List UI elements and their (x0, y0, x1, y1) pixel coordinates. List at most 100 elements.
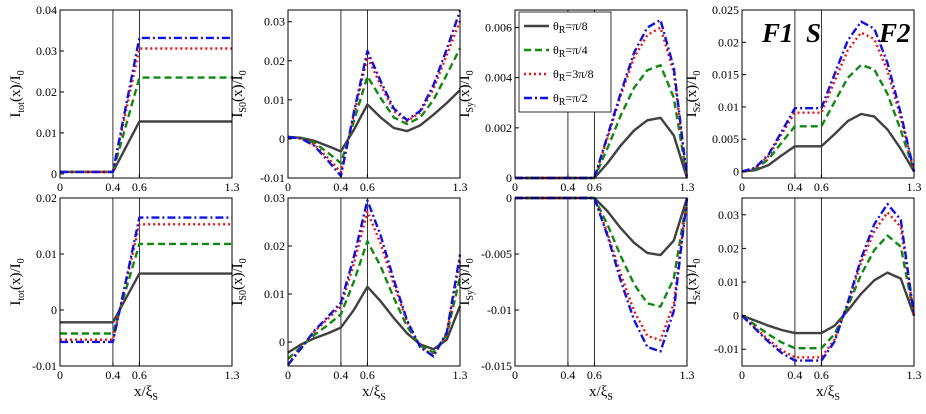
plot-frame (59, 197, 233, 367)
x-tick-label: 0.4 (333, 368, 348, 382)
x-tick-label: 0 (512, 368, 518, 382)
panel-r1-c2: 0 0.4 0.6 1.3 0 -0.005 -0.01 -0.015 ISy(x)/I0 x/ξ… (457, 191, 695, 403)
legend-label: θR=π/2 (553, 91, 588, 108)
y-tick-label: 0 (506, 191, 512, 205)
x-tick-label: 0.4 (787, 368, 802, 382)
y-tick-label: 0.025 (712, 3, 739, 17)
x-tick-label: 0.6 (360, 180, 375, 194)
y-axis-label: ISz(x)/I0 (684, 71, 703, 118)
x-tick-label: 0.6 (814, 180, 829, 194)
y-axis-label: ISz(x)/I0 (684, 259, 703, 306)
x-tick-label: 1.3 (453, 368, 468, 382)
y-tick-label: 0.01 (718, 100, 739, 114)
x-tick-label: 0.6 (587, 368, 602, 382)
y-tick-label: 0.02 (36, 191, 57, 205)
x-tick-label: 1.3 (680, 180, 695, 194)
series-line (287, 199, 462, 366)
y-tick-label: 0 (51, 303, 57, 317)
x-tick-label: 1.3 (907, 368, 922, 382)
y-tick-label: 0.01 (264, 93, 285, 107)
legend-label: θR=π/8 (553, 19, 588, 36)
x-tick-label: 0.6 (814, 368, 829, 382)
y-tick-label: 0.01 (36, 126, 57, 140)
y-tick-label: -0.01 (714, 342, 739, 356)
plot-frame (287, 9, 461, 179)
y-tick-label: 0.02 (36, 85, 57, 99)
y-axis-label: IS0(x)/I0 (230, 70, 249, 117)
legend-label: θR=3π/8 (553, 67, 594, 84)
y-tick-label: 0.02 (264, 239, 285, 253)
series-line (515, 196, 689, 353)
x-tick-label: 0.4 (333, 180, 348, 194)
y-axis-label: Itot(x)/I0 (8, 258, 27, 305)
x-axis-label: x/ξS (362, 384, 386, 403)
region-label-s: S (806, 18, 821, 48)
x-tick-label: 0.4 (787, 180, 802, 194)
series-line (287, 20, 462, 174)
series-line (287, 10, 462, 178)
x-axis-label: x/ξS (589, 384, 613, 403)
x-tick-label: 0 (57, 180, 63, 194)
series-line (60, 36, 232, 174)
y-tick-label: 0 (506, 171, 512, 185)
y-tick-label: 0 (51, 167, 57, 181)
series-line (515, 116, 689, 180)
series-line (60, 242, 232, 335)
series-line (741, 271, 916, 335)
y-tick-label: 0 (733, 309, 739, 323)
x-tick-label: 0.4 (560, 180, 575, 194)
plot-frame (741, 9, 915, 179)
x-tick-label: 0 (739, 368, 745, 382)
y-tick-label: 0.03 (264, 15, 285, 29)
y-tick-label: 0.002 (485, 121, 512, 135)
y-tick-label: -0.01 (487, 303, 512, 317)
y-tick-label: 0.03 (264, 191, 285, 205)
series-line (741, 234, 916, 350)
x-tick-label: 0.6 (132, 180, 147, 194)
x-tick-label: 1.3 (680, 368, 695, 382)
x-tick-label: 0 (285, 368, 291, 382)
series-line (515, 18, 689, 180)
y-tick-label: 0 (733, 165, 739, 179)
panel-r1-c3: 0 0.4 0.6 1.3-0.0100.010.020.03ISz(x)/I0x/ξ… (684, 197, 922, 403)
x-axis-label: x/ξS (816, 384, 840, 403)
plot-frame (59, 9, 233, 179)
series-line (60, 47, 232, 174)
y-tick-label: -0.01 (32, 359, 57, 373)
y-axis-label: IS0(x)/I0 (230, 258, 249, 305)
y-axis-label: ISy(x)/I0 (457, 258, 476, 305)
x-tick-label: 0.4 (105, 180, 120, 194)
y-tick-label: 0.02 (718, 35, 739, 49)
series-line (60, 272, 232, 324)
y-tick-label: 0.03 (718, 208, 739, 222)
plot-frame (287, 197, 461, 367)
y-tick-label: 0.04 (36, 3, 57, 17)
y-tick-label: 0 (279, 132, 285, 146)
series-line (741, 112, 916, 173)
series-line (741, 202, 916, 362)
series-line (515, 196, 689, 257)
x-tick-label: 1.3 (907, 180, 922, 194)
legend-box (518, 11, 612, 113)
region-labels: F1 S F2 (761, 18, 911, 48)
y-tick-label: 0.005 (712, 132, 739, 146)
y-tick-label: 0.02 (718, 241, 739, 255)
y-tick-label: 0 (279, 335, 285, 349)
y-tick-label: -0.015 (481, 359, 512, 373)
x-tick-label: 0 (57, 368, 63, 382)
series-line (60, 216, 232, 344)
x-tick-label: 0 (739, 180, 745, 194)
series-line (515, 196, 689, 308)
plot-frame (514, 9, 688, 179)
series-line (287, 210, 462, 365)
series-line (287, 285, 462, 354)
series-line (287, 89, 461, 153)
y-tick-label: 0.02 (264, 54, 285, 68)
legend: θR=π/8 θR=π/4 θR=3π/8 θR=π/2 (518, 11, 612, 113)
plot-frame (514, 197, 688, 367)
x-tick-label: 0 (512, 180, 518, 194)
x-tick-label: 1.3 (453, 180, 468, 194)
region-label-f2: F2 (878, 18, 911, 48)
